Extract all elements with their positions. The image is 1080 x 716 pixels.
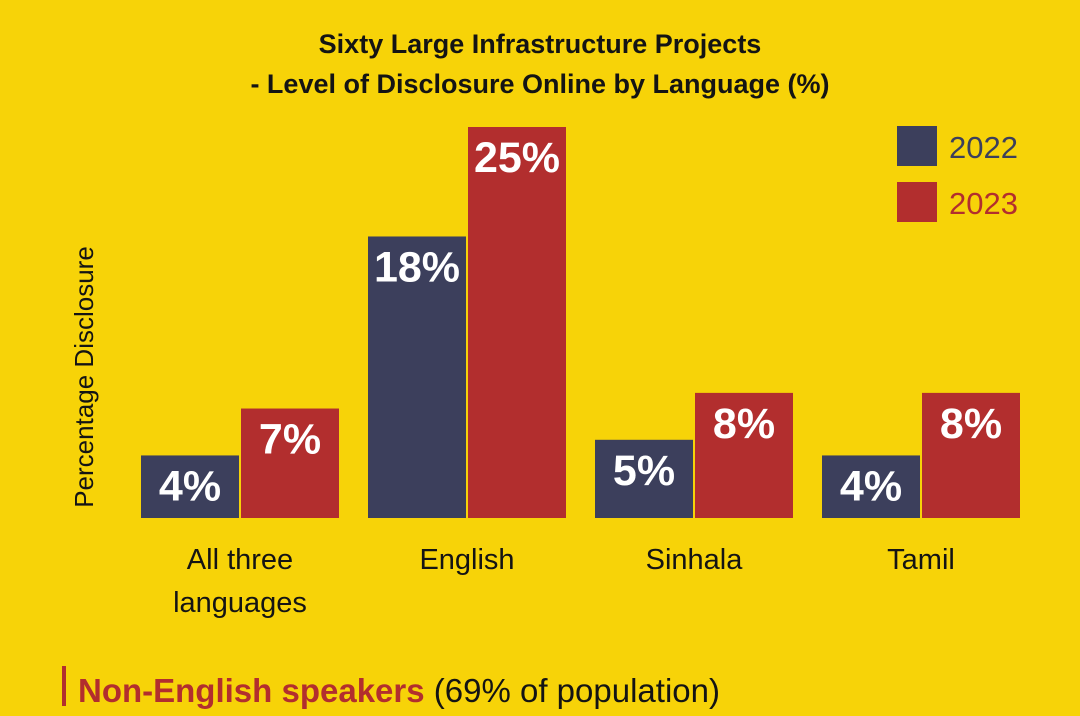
bar-2022-3: [822, 455, 920, 518]
bar-2023-3: [922, 392, 1020, 518]
x-tick-label-0-line-1: languages: [173, 587, 307, 619]
x-tick-label-2: Sinhala: [646, 544, 744, 576]
bar-label-2023-1: 25%: [474, 134, 560, 182]
bar-2023-1: [468, 127, 566, 518]
chart-title: Sixty Large Infrastructure Projects - Le…: [0, 24, 1080, 104]
bar-2022-2: [595, 439, 693, 518]
bar-label-2023-0: 7%: [259, 416, 321, 464]
legend-label-2022: 2022: [949, 130, 1018, 165]
legend-swatch-2022: [897, 126, 937, 166]
x-tick-label-3: Tamil: [887, 544, 955, 576]
legend-swatch-2023: [897, 182, 937, 222]
bar-2023-0: [241, 408, 339, 518]
footnote-text: (69% of population): [424, 672, 720, 709]
bar-label-2022-2: 5%: [613, 447, 675, 495]
bar-label-2023-3: 8%: [940, 400, 1002, 448]
bar-label-2022-3: 4%: [840, 462, 902, 510]
legend-label-2023: 2023: [949, 186, 1018, 221]
bar-chart: Percentage Disclosure 4% 7% All three langua…: [69, 126, 1020, 619]
bar-2022-1: [368, 236, 466, 519]
chart-title-line-1: Sixty Large Infrastructure Projects: [318, 29, 762, 59]
footnote-highlight: Non-English speakers: [78, 672, 425, 709]
bar-label-2022-0: 4%: [159, 462, 221, 510]
bar-2023-2: [695, 392, 793, 518]
x-tick-label-0-line-0: All three: [187, 544, 293, 576]
chart-title-line-2: - Level of Disclosure Online by Language…: [250, 69, 830, 99]
bar-label-2023-2: 8%: [713, 400, 775, 448]
y-axis-label: Percentage Disclosure: [69, 246, 99, 508]
bar-label-2022-1: 18%: [374, 243, 460, 291]
footnote: Non-English speakers (69% of population): [62, 666, 720, 709]
bar-2022-0: [141, 455, 239, 518]
x-tick-label-1: English: [419, 544, 514, 576]
